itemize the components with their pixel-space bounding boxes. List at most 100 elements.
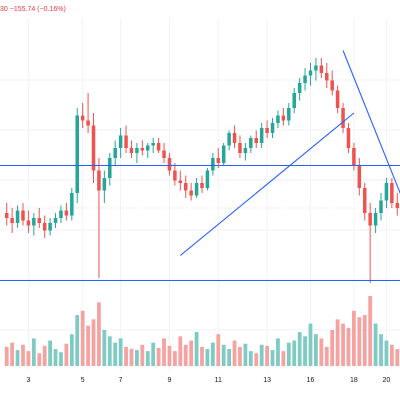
volume-bar bbox=[389, 344, 394, 366]
volume-bar bbox=[205, 349, 210, 366]
candle-down bbox=[330, 80, 334, 91]
volume-bar bbox=[189, 340, 194, 366]
candle-down bbox=[140, 148, 145, 151]
volume-bar bbox=[308, 323, 313, 366]
candle-up bbox=[314, 65, 318, 71]
volume-bar bbox=[26, 351, 31, 366]
volume-bar bbox=[346, 327, 351, 366]
volume-bar bbox=[86, 325, 90, 366]
candle-up bbox=[221, 145, 226, 163]
volume-bar bbox=[221, 344, 226, 366]
candle-up bbox=[249, 138, 253, 148]
x-tick-label: 5 bbox=[81, 377, 85, 384]
candle-down bbox=[189, 190, 193, 196]
volume-bar bbox=[140, 344, 145, 366]
volume-bar bbox=[31, 338, 36, 366]
volume-bar bbox=[162, 338, 166, 366]
x-tick-label: 9 bbox=[167, 377, 171, 384]
volume-bar bbox=[107, 336, 112, 366]
candle-up bbox=[70, 193, 74, 216]
candle-down bbox=[325, 73, 329, 81]
x-tick-label: 20 bbox=[383, 377, 391, 384]
candle-up bbox=[48, 223, 52, 231]
price-change-header: 30 −155.74 (−0.16%) bbox=[0, 6, 66, 13]
candle-down bbox=[178, 180, 183, 183]
volume-bar bbox=[362, 315, 367, 366]
volume-bar bbox=[335, 319, 340, 366]
candle-up bbox=[135, 148, 139, 153]
x-tick-label: 11 bbox=[215, 377, 222, 384]
x-axis: 3 5 7 9 11 13 16 18 20 bbox=[26, 377, 390, 384]
candle-up bbox=[102, 178, 107, 191]
trendline-falling bbox=[342, 50, 400, 195]
candle-up bbox=[145, 145, 150, 151]
candle-up bbox=[32, 218, 36, 226]
volume-bar bbox=[118, 338, 123, 366]
volume-bar bbox=[37, 353, 42, 366]
candle-up bbox=[118, 135, 123, 148]
candle-down bbox=[357, 165, 362, 188]
candle-up bbox=[59, 210, 63, 218]
candle-up bbox=[243, 148, 248, 153]
volume-bar bbox=[21, 344, 25, 366]
candle-up bbox=[373, 213, 378, 226]
candle-down bbox=[26, 220, 31, 226]
candle-down bbox=[319, 65, 324, 73]
volume-bar bbox=[178, 336, 183, 366]
volume-bar bbox=[216, 334, 221, 366]
volume-bar bbox=[102, 329, 107, 366]
volume-bar bbox=[10, 342, 15, 366]
volume-bar bbox=[351, 310, 356, 366]
volume-bar bbox=[151, 342, 156, 366]
candle-up bbox=[287, 108, 291, 121]
volume-bar bbox=[69, 334, 74, 366]
volume-bar bbox=[276, 338, 280, 366]
candle-down bbox=[216, 158, 221, 163]
candle-down bbox=[4, 213, 9, 218]
x-tick-label: 7 bbox=[119, 377, 123, 384]
candle-up bbox=[15, 210, 20, 223]
candle-down bbox=[129, 148, 134, 153]
volume-bar bbox=[395, 349, 400, 366]
volume-bar bbox=[194, 332, 199, 366]
x-tick-label: 18 bbox=[350, 377, 358, 384]
candle-down bbox=[124, 135, 128, 148]
candle-up bbox=[384, 183, 389, 201]
candle-down bbox=[162, 150, 166, 158]
candle-down bbox=[362, 188, 367, 213]
candle-down bbox=[42, 223, 47, 231]
volume-bar bbox=[373, 323, 378, 366]
candle-up bbox=[276, 115, 280, 123]
volume-bar bbox=[64, 343, 69, 366]
volume-bar bbox=[341, 323, 345, 366]
candle-up bbox=[211, 158, 215, 171]
volume-bar bbox=[124, 346, 128, 366]
candle-up bbox=[297, 83, 302, 93]
volume-bar bbox=[357, 317, 362, 366]
volume-bar bbox=[324, 346, 329, 366]
volume-bar bbox=[292, 340, 297, 366]
candle-down bbox=[265, 128, 269, 133]
candle-up bbox=[379, 200, 383, 213]
volume-bar bbox=[97, 302, 101, 366]
candle-up bbox=[53, 218, 58, 223]
candle-down bbox=[232, 133, 237, 143]
drawing-layer[interactable] bbox=[0, 50, 400, 281]
volume-bar bbox=[156, 347, 161, 366]
volume-bar bbox=[248, 351, 253, 366]
candle-down bbox=[64, 210, 69, 216]
x-tick-label: 3 bbox=[26, 377, 30, 384]
candle-down bbox=[238, 143, 242, 153]
candle-down bbox=[173, 170, 177, 181]
candle-up bbox=[303, 75, 307, 83]
volume-bar bbox=[53, 349, 58, 366]
volume-bar bbox=[80, 310, 85, 366]
candle-down bbox=[368, 213, 372, 226]
volume-bar bbox=[330, 329, 335, 366]
candle-down bbox=[37, 218, 42, 223]
candle-down bbox=[10, 218, 14, 223]
candle-down bbox=[395, 203, 400, 208]
